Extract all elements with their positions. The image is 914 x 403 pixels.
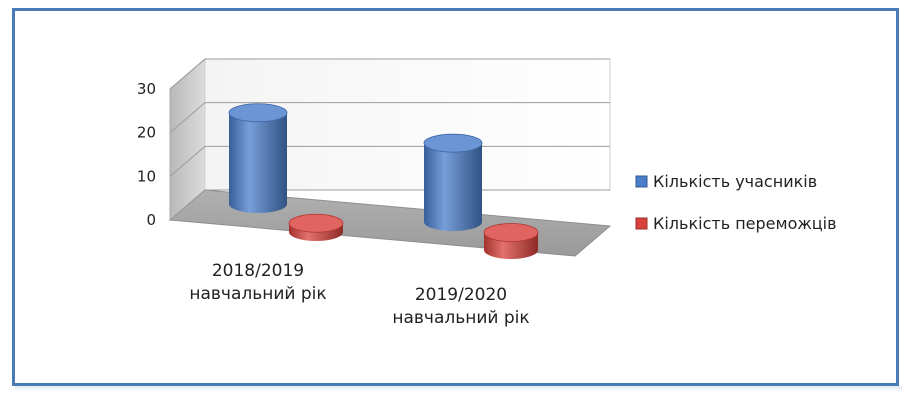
frame-shadow: [15, 386, 902, 392]
gridline: [169, 58, 610, 90]
cylinder-top: [423, 133, 483, 153]
y-tick-label: 20: [137, 124, 156, 142]
category-label: 2019/2020: [415, 285, 507, 305]
y-tick-label: 30: [137, 80, 156, 98]
y-tick-label: 10: [137, 167, 156, 185]
cylinder-top: [288, 213, 344, 233]
category-label: навчальний рік: [189, 284, 326, 304]
y-tick-label: 0: [146, 211, 156, 229]
y-axis-ticks: 0 10 20 30: [137, 80, 156, 229]
chart-bars: [228, 103, 539, 259]
legend-label: Кількість учасників: [653, 172, 817, 191]
x-axis-categories: 2018/2019 навчальний рік 2019/2020 навчальн…: [189, 261, 529, 328]
cylinder-body: [229, 112, 287, 213]
legend-swatch: [635, 175, 648, 188]
gridline: [169, 102, 610, 134]
bar-winners-1: [483, 223, 539, 259]
bar-winners-0: [288, 213, 344, 241]
category-label: навчальний рік: [392, 308, 529, 328]
legend-swatch: [635, 217, 648, 230]
chart-legend: Кількість учасників Кількість переможців: [635, 172, 837, 233]
legend-item: Кількість учасників: [635, 172, 817, 191]
cylinder-top: [228, 103, 288, 123]
category-label: 2018/2019: [212, 261, 304, 281]
bar-participants-1: [423, 133, 483, 231]
legend-item: Кількість переможців: [635, 214, 837, 233]
bar-participants-0: [228, 103, 288, 213]
legend-label: Кількість переможців: [653, 214, 837, 233]
cylinder-top: [483, 223, 539, 242]
cylinder-body: [424, 143, 482, 231]
